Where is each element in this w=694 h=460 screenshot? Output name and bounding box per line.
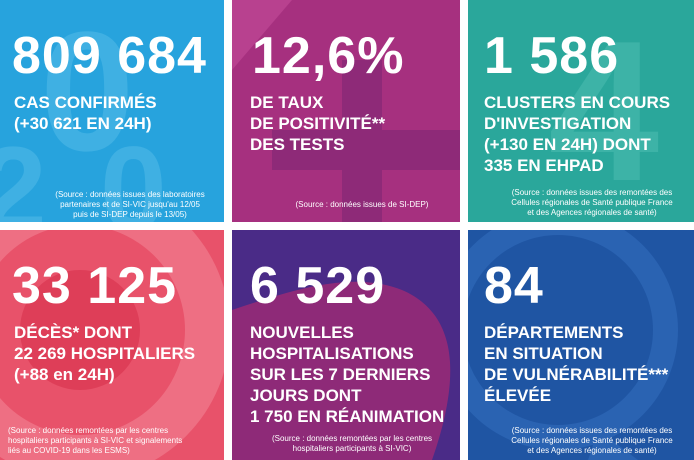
hospitalisations-label: NOUVELLES HOSPITALISATIONS SUR LES 7 DER… <box>250 323 445 426</box>
svg-text:0: 0 <box>40 0 135 187</box>
deaths-number: 33 125 <box>12 257 178 315</box>
background-percent-decoration <box>232 0 460 222</box>
background-circles-decoration <box>0 230 224 460</box>
background-info-bubble-decoration <box>468 230 678 460</box>
svg-text:4: 4 <box>548 0 659 222</box>
positivity-rate-label: DE TAUX DE POSITIVITÉ** DES TESTS <box>250 93 386 154</box>
hospitalisations-source: (Source : données remontées par les cent… <box>271 434 433 453</box>
background-digit-decoration: 4 <box>548 0 659 222</box>
svg-text:2: 2 <box>0 122 47 222</box>
tile-deaths: 33 125 DÉCÈS* DONT 22 269 HOSPITALIERS (… <box>0 230 224 460</box>
positivity-rate-number: 12,6% <box>252 27 405 85</box>
deaths-source: (Source : données remontées par les cent… <box>8 426 183 455</box>
positivity-rate-source: (Source : données issues de SI-DEP) <box>295 200 429 209</box>
tile-departments: 84 DÉPARTEMENTS EN SITUATION DE VULNÉRAB… <box>468 230 694 460</box>
departments-label: DÉPARTEMENTS EN SITUATION DE VULNÉRABILI… <box>484 323 669 405</box>
svg-text:0: 0 <box>100 122 167 222</box>
confirmed-cases-number: 809 684 <box>12 27 207 85</box>
clusters-number: 1 586 <box>484 27 620 85</box>
deaths-label: DÉCÈS* DONT 22 269 HOSPITALIERS (+88 en … <box>14 323 196 384</box>
hospitalisations-number: 6 529 <box>250 257 386 315</box>
confirmed-cases-source: (Source : données issues des laboratoire… <box>55 190 205 219</box>
background-digits-decoration: 0 2 0 <box>0 0 167 222</box>
clusters-source: (Source : données issues des remontées d… <box>511 188 673 217</box>
tile-hospitalisations: 6 529 NOUVELLES HOSPITALISATIONS SUR LES… <box>232 230 460 460</box>
tile-clusters: 4 1 586 CLUSTERS EN COURS D'INVESTIGATIO… <box>468 0 694 222</box>
departments-source: (Source : données issues des remontées d… <box>511 426 673 455</box>
clusters-label: CLUSTERS EN COURS D'INVESTIGATION (+130 … <box>484 93 671 175</box>
tile-confirmed-cases: 0 2 0 809 684 CAS CONFIRMÉS (+30 621 EN … <box>0 0 224 222</box>
departments-number: 84 <box>484 257 544 315</box>
confirmed-cases-label: CAS CONFIRMÉS (+30 621 EN 24H) <box>14 93 157 133</box>
background-wave-decoration <box>232 281 451 460</box>
tile-positivity-rate: 12,6% DE TAUX DE POSITIVITÉ** DES TESTS … <box>232 0 460 222</box>
